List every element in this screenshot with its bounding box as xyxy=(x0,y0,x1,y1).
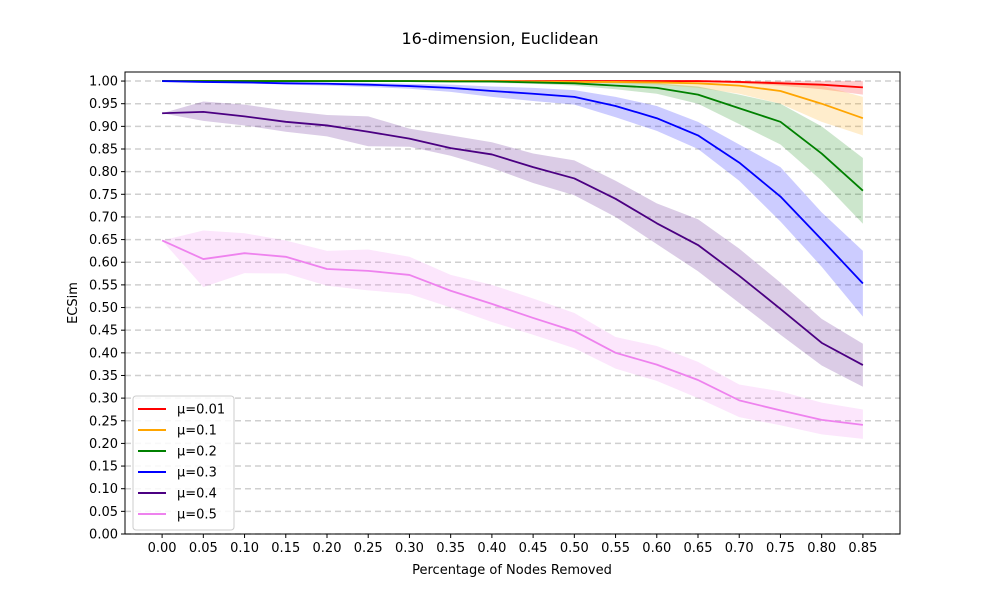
series-line-5 xyxy=(162,110,864,366)
x-tick-label: 0.25 xyxy=(354,541,383,556)
x-tick-label: 0.35 xyxy=(436,541,465,556)
confidence-band-6 xyxy=(162,230,863,439)
y-tick-label: 0.80 xyxy=(89,165,118,180)
confidence-bands xyxy=(162,81,863,439)
y-tick-label: 1.00 xyxy=(89,75,118,90)
y-tick-label: 0.00 xyxy=(89,528,118,543)
chart-title: 16-dimension, Euclidean xyxy=(401,29,598,48)
x-tick-label: 0.40 xyxy=(477,541,506,556)
confidence-band-1 xyxy=(162,81,863,95)
y-tick-label: 0.85 xyxy=(89,143,118,158)
y-tick-label: 0.95 xyxy=(89,97,118,112)
x-tick-label: 0.30 xyxy=(395,541,424,556)
y-tick-label: 0.25 xyxy=(89,414,118,429)
y-tick-label: 0.70 xyxy=(89,210,118,225)
x-tick-label: 0.50 xyxy=(560,541,589,556)
y-axis-ticks: 0.00 0.05 0.10 0.15 0.20 0.25 0.30 0.35 0.40 0.45… xyxy=(89,75,125,543)
series-line-6 xyxy=(161,239,864,426)
x-tick-label: 0.15 xyxy=(271,541,300,556)
x-tick-label: 0.45 xyxy=(519,541,548,556)
x-tick-label: 0.10 xyxy=(230,541,259,556)
legend: μ=0.01 μ=0.1 μ=0.2 μ=0.3 μ=0.4 μ=0.5 xyxy=(132,395,235,531)
legend-label: μ=0.1 xyxy=(177,424,217,439)
series-line-3 xyxy=(162,80,864,192)
x-tick-label: 0.85 xyxy=(848,541,877,556)
y-tick-label: 0.05 xyxy=(89,505,118,520)
x-tick-label: 0.75 xyxy=(766,541,795,556)
x-tick-label: 0.00 xyxy=(148,541,177,556)
y-tick-label: 0.65 xyxy=(89,233,118,248)
y-axis-label: ECSim xyxy=(66,282,81,324)
series-line-4 xyxy=(162,80,864,285)
legend-label: μ=0.5 xyxy=(177,508,217,523)
legend-label: μ=0.01 xyxy=(177,403,225,418)
y-tick-label: 0.90 xyxy=(89,120,118,135)
y-tick-label: 0.55 xyxy=(89,278,118,293)
x-tick-label: 0.70 xyxy=(725,541,754,556)
y-tick-label: 0.35 xyxy=(89,369,118,384)
y-tick-label: 0.75 xyxy=(89,188,118,203)
y-tick-label: 0.20 xyxy=(89,437,118,452)
x-axis-label: Percentage of Nodes Removed xyxy=(412,563,612,578)
x-tick-label: 0.20 xyxy=(313,541,342,556)
series-lines xyxy=(161,80,864,426)
x-tick-label: 0.55 xyxy=(601,541,630,556)
plot-frame xyxy=(124,71,901,535)
y-tick-label: 0.50 xyxy=(89,301,118,316)
y-tick-label: 0.15 xyxy=(89,460,118,475)
y-tick-label: 0.40 xyxy=(89,346,118,361)
grid-layer xyxy=(125,80,900,535)
confidence-band-5 xyxy=(162,101,863,387)
y-tick-label: 0.45 xyxy=(89,324,118,339)
legend-label: μ=0.2 xyxy=(177,445,217,460)
x-tick-label: 0.05 xyxy=(189,541,218,556)
legend-label: μ=0.3 xyxy=(177,466,217,481)
x-tick-label: 0.80 xyxy=(807,541,836,556)
confidence-band-4 xyxy=(162,81,863,317)
x-tick-label: 0.65 xyxy=(684,541,713,556)
y-tick-label: 0.30 xyxy=(89,392,118,407)
y-tick-label: 0.10 xyxy=(89,482,118,497)
x-axis-ticks: 0.00 0.05 0.10 0.15 0.20 0.25 0.30 0.35 0.40 0.45… xyxy=(148,534,877,556)
x-tick-label: 0.60 xyxy=(642,541,671,556)
confidence-band-2 xyxy=(162,81,863,136)
y-tick-label: 0.60 xyxy=(89,256,118,271)
legend-label: μ=0.4 xyxy=(177,487,217,502)
